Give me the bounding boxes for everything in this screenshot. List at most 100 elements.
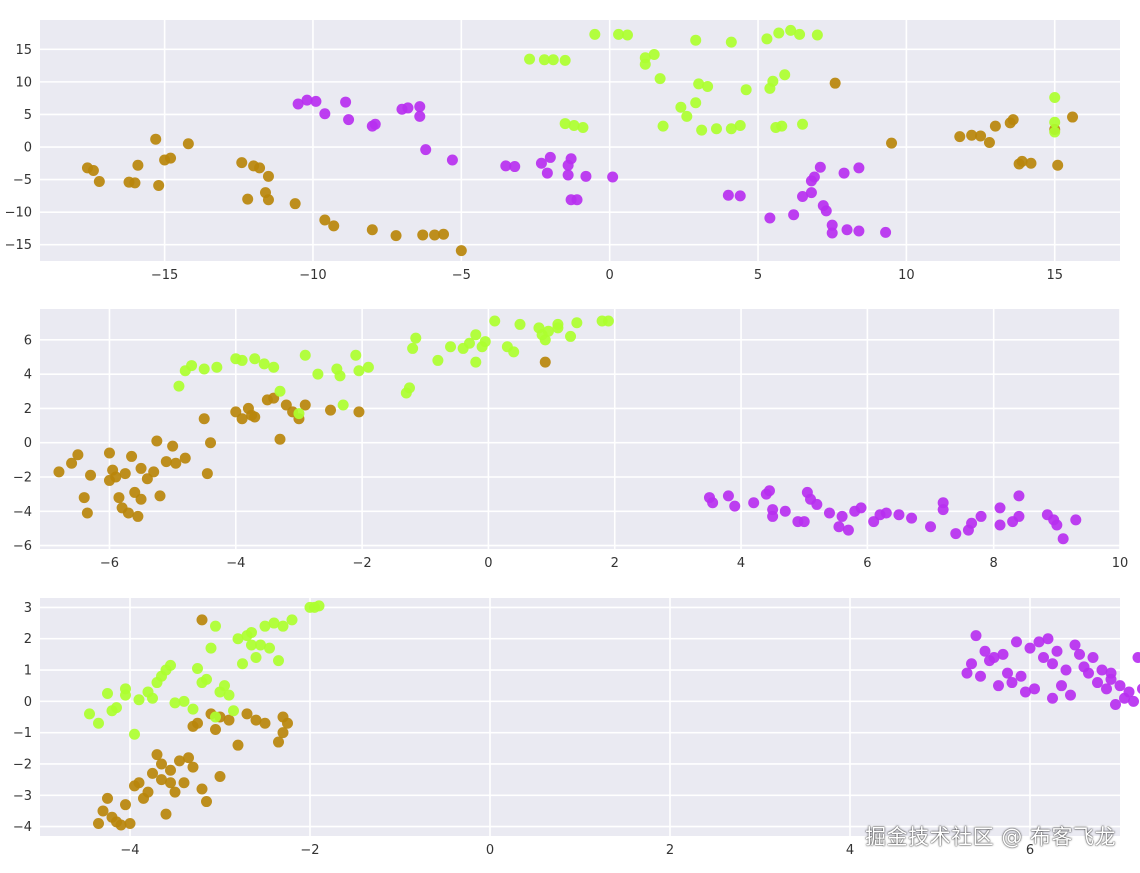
scatter-point — [124, 817, 136, 829]
x-tick-label: 5 — [754, 268, 762, 283]
scatter-point — [1087, 652, 1099, 663]
scatter-point — [826, 227, 838, 239]
x-tick-label: 6 — [1026, 843, 1034, 858]
y-tick-label: 5 — [24, 108, 32, 123]
scatter-point — [1006, 677, 1018, 689]
scatter-point — [350, 349, 362, 361]
scatter-point — [961, 667, 973, 679]
scatter-point — [463, 337, 475, 349]
scatter-point — [151, 435, 163, 447]
y-tick-label: −3 — [13, 789, 32, 804]
scatter-point — [1096, 664, 1108, 676]
scatter-point — [250, 652, 262, 663]
scatter-point — [690, 34, 702, 46]
scatter-point — [654, 73, 666, 85]
scatter-point — [198, 363, 210, 375]
scatter-point — [420, 144, 432, 156]
x-tick-label: 2 — [611, 556, 619, 571]
scatter-point — [214, 771, 226, 782]
scatter-point — [1123, 686, 1135, 698]
scatter-point — [773, 27, 785, 39]
scatter-point — [729, 500, 741, 512]
scatter-point — [72, 449, 84, 461]
scatter-point — [1114, 680, 1126, 692]
x-tick-label: 0 — [606, 268, 614, 283]
scatter-point — [170, 457, 182, 469]
scatter-point — [264, 642, 275, 654]
y-tick-label: −1 — [13, 726, 32, 741]
scatter-point — [178, 777, 190, 789]
scatter-point — [160, 808, 172, 820]
scatter-point — [1101, 683, 1112, 695]
series-2 — [961, 630, 1140, 710]
scatter-point — [328, 220, 340, 232]
scatter-point — [237, 658, 248, 670]
scatter-point — [702, 80, 714, 92]
series-2 — [703, 485, 1082, 545]
x-tick-label: −2 — [353, 556, 372, 571]
scatter-point — [403, 382, 415, 394]
scatter-point — [81, 507, 93, 519]
scatter-point — [842, 524, 854, 536]
scatter-point — [362, 361, 374, 373]
scatter-point — [966, 658, 977, 670]
scatter-point — [115, 819, 127, 831]
x-tick-label: −4 — [120, 843, 139, 858]
scatter-point — [102, 792, 113, 804]
scatter-point — [273, 655, 284, 667]
scatter-point — [122, 507, 134, 519]
scatter-point — [880, 226, 892, 238]
scatter-point — [455, 245, 467, 257]
scatter-point — [446, 154, 458, 166]
scatter-point — [710, 123, 722, 135]
scatter-point — [147, 767, 158, 779]
scatter-point — [84, 708, 95, 720]
scatter-point — [841, 224, 853, 236]
scatter-point — [470, 329, 482, 341]
scatter-point — [156, 774, 167, 786]
scatter-point — [402, 102, 414, 114]
scatter-point — [613, 28, 625, 40]
scatter-point — [414, 101, 426, 113]
scatter-point — [369, 118, 381, 130]
scatter-point — [232, 739, 244, 751]
y-tick-label: 6 — [24, 333, 32, 348]
scatter-point — [353, 365, 365, 377]
scatter-point — [182, 138, 194, 150]
scatter-point — [432, 354, 444, 366]
scatter-point — [836, 510, 848, 522]
y-tick-label: 0 — [24, 141, 32, 156]
scatter-point — [565, 153, 577, 165]
x-tick-label: 2 — [666, 843, 674, 858]
scatter-point — [246, 639, 257, 651]
scatter-point — [410, 332, 422, 344]
scatter-point — [211, 361, 223, 373]
series-3 — [173, 315, 614, 420]
scatter-point — [966, 129, 978, 141]
scatter-point — [734, 120, 746, 132]
scatter-point — [725, 123, 737, 135]
scatter-point — [1065, 689, 1076, 701]
scatter-point — [544, 151, 556, 163]
series-3 — [84, 600, 325, 740]
scatter-point — [210, 724, 221, 736]
scatter-point — [514, 318, 526, 330]
scatter-point — [142, 786, 154, 798]
scatter-point — [479, 336, 491, 348]
scatter-point — [785, 24, 797, 36]
scatter-point — [764, 212, 776, 224]
scatter-point — [93, 176, 105, 188]
x-tick-label: 10 — [898, 268, 915, 283]
scatter-point — [1051, 645, 1063, 657]
scatter-point — [1042, 633, 1054, 645]
scatter-point — [286, 614, 298, 626]
scatter-point — [87, 164, 99, 176]
scatter-point — [1016, 155, 1028, 167]
x-tick-label: −6 — [100, 556, 119, 571]
scatter-point — [187, 761, 199, 773]
scatter-point — [539, 356, 551, 368]
scatter-point — [236, 354, 248, 366]
scatter-point — [228, 705, 239, 717]
scatter-point — [539, 334, 551, 346]
